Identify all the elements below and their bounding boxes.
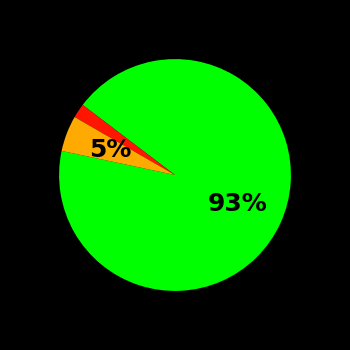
Wedge shape: [59, 59, 291, 291]
Wedge shape: [62, 117, 175, 175]
Text: 5%: 5%: [89, 138, 132, 162]
Text: 93%: 93%: [208, 192, 268, 216]
Wedge shape: [75, 105, 175, 175]
